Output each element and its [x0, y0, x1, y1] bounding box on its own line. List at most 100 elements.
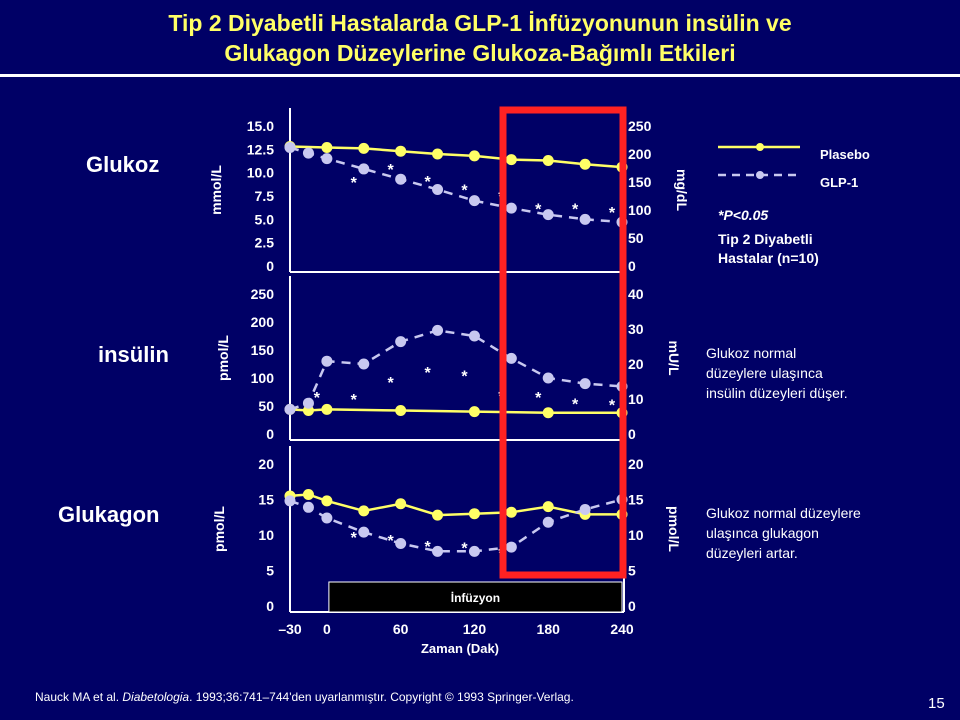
- y-tick-label: 12.5: [247, 141, 274, 157]
- y-tick-label: 5: [266, 563, 274, 579]
- y-right-tick-label: 50: [628, 230, 644, 246]
- y-tick-label: 10.0: [247, 165, 274, 181]
- data-point-glp1: [579, 503, 591, 515]
- x-tick-label: 180: [537, 621, 561, 637]
- significance-marker: *: [424, 539, 431, 556]
- infusion-bar: [328, 581, 623, 613]
- x-tick-label: 240: [610, 621, 634, 637]
- data-point-plasebo: [505, 506, 517, 518]
- data-point-glp1: [505, 352, 517, 364]
- significance-marker: *: [572, 397, 579, 414]
- data-point-glp1: [321, 355, 333, 367]
- y-right-tick-label: 5: [628, 563, 636, 579]
- y-right-tick-label: 0: [628, 258, 636, 274]
- data-point-glp1: [505, 202, 517, 214]
- insulin-description: Glukoz normal düzeylere ulaşınca insülin…: [706, 345, 848, 401]
- y-axis-label: pmol/L: [215, 335, 231, 381]
- y-tick-label: 250: [251, 286, 275, 302]
- slide-title: Tip 2 Diyabetli Hastalarda GLP-1 İnfüzyo…: [0, 8, 960, 68]
- legend-marker-glp1: [756, 171, 764, 179]
- y-right-tick-label: 40: [628, 286, 644, 302]
- panel-label-glukagon: Glukagon: [58, 502, 160, 527]
- y-right-axis-label: mU/L: [666, 341, 682, 376]
- panel-label-insulin: insülin: [98, 342, 169, 367]
- data-point-plasebo: [321, 403, 333, 415]
- y-right-axis-label: pmol/L: [666, 506, 682, 552]
- data-point-glp1: [302, 397, 314, 409]
- data-point-plasebo: [395, 404, 407, 416]
- y-right-tick-label: 20: [628, 356, 644, 372]
- y-right-tick-label: 10: [628, 391, 644, 407]
- data-point-plasebo: [395, 498, 407, 510]
- data-point-glp1: [432, 183, 444, 195]
- legend-label-glp1: GLP-1: [820, 175, 859, 190]
- significance-marker: *: [535, 201, 542, 218]
- data-point-glp1: [505, 541, 517, 553]
- y-right-tick-label: 150: [628, 174, 652, 190]
- citation-authors: Nauck MA et al.: [35, 690, 123, 704]
- significance-marker: *: [314, 390, 321, 407]
- y-tick-label: 0: [266, 426, 274, 442]
- data-point-glp1: [284, 141, 296, 153]
- y-tick-label: 15: [258, 492, 274, 508]
- significance-marker: *: [609, 398, 616, 415]
- series-line-glp1: [289, 146, 623, 224]
- data-point-glp1: [302, 501, 314, 513]
- p-value-note: *P<0.05: [718, 207, 769, 223]
- y-right-tick-label: 200: [628, 146, 652, 162]
- y-axis-label: mmol/L: [208, 165, 224, 215]
- data-point-glp1: [284, 495, 296, 507]
- data-point-glp1: [395, 173, 407, 185]
- patients-note: Tip 2 Diyabetli Hastalar (n=10): [718, 231, 819, 266]
- significance-marker: *: [535, 390, 542, 407]
- y-right-tick-label: 15: [628, 492, 644, 508]
- data-point-glp1: [358, 358, 370, 370]
- data-point-glp1: [395, 538, 407, 550]
- significance-marker: *: [572, 201, 579, 218]
- data-point-plasebo: [358, 142, 370, 154]
- data-point-glp1: [542, 372, 554, 384]
- glucagon-description: Glukoz normal düzeylere ulaşınca glukago…: [706, 505, 861, 561]
- data-point-glp1: [468, 330, 480, 342]
- significance-marker: *: [609, 205, 616, 222]
- citation-journal: Diabetologia: [122, 690, 190, 704]
- significance-marker: *: [388, 533, 395, 550]
- panel-2: 0 5 10 15 20 0 5 10 15 20 pmol/L pmol/L İnfüzyon * * * *…: [211, 446, 682, 656]
- y-tick-label: 100: [251, 370, 275, 386]
- y-right-tick-label: 10: [628, 527, 644, 543]
- x-axis-label: Zaman (Dak): [421, 641, 499, 656]
- y-tick-label: 10: [258, 527, 274, 543]
- data-point-glp1: [579, 213, 591, 225]
- significance-marker: *: [461, 541, 468, 558]
- y-right-tick-label: 30: [628, 321, 644, 337]
- highlight-box: [499, 106, 627, 579]
- data-point-glp1: [432, 324, 444, 336]
- x-tick-label: 60: [393, 621, 409, 637]
- significance-marker: *: [461, 183, 468, 200]
- panel-label-glukoz: Glukoz: [86, 152, 160, 177]
- title-line-1: Tip 2 Diyabetli Hastalarda GLP-1 İnfüzyo…: [168, 10, 792, 36]
- title-line-2: Glukagon Düzeylerine Glukoza-Bağımlı Etk…: [224, 40, 736, 66]
- y-tick-label: 150: [251, 342, 275, 358]
- y-tick-label: 7.5: [255, 188, 275, 204]
- panel-1: 0 50 100 150 200 250 0 10 20 30 40 pmol/L mU/L * * * * * *…: [215, 276, 682, 442]
- data-point-glp1: [432, 545, 444, 557]
- legend-graphics: [718, 143, 800, 179]
- x-tick-label: –30: [278, 621, 302, 637]
- data-point-plasebo: [542, 501, 554, 513]
- y-axis-label: pmol/L: [211, 506, 227, 552]
- data-point-plasebo: [579, 158, 591, 170]
- y-tick-label: 20: [258, 456, 274, 472]
- data-point-glp1: [302, 147, 314, 159]
- significance-marker: *: [351, 175, 358, 192]
- data-point-glp1: [284, 403, 296, 415]
- data-point-glp1: [358, 163, 370, 175]
- data-point-plasebo: [321, 495, 333, 507]
- data-point-glp1: [542, 209, 554, 221]
- y-right-tick-label: 0: [628, 426, 636, 442]
- data-point-plasebo: [468, 150, 480, 162]
- y-tick-label: 15.0: [247, 118, 274, 134]
- data-point-plasebo: [432, 148, 444, 160]
- data-point-plasebo: [395, 145, 407, 157]
